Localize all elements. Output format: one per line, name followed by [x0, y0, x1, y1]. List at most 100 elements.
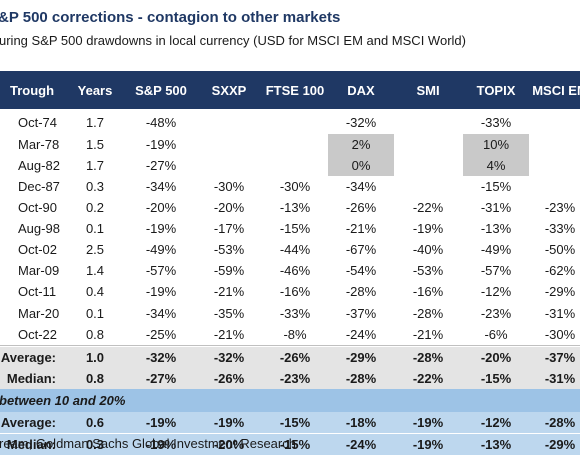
table-cell: -33%: [480, 115, 512, 130]
table-cell: 10%: [463, 134, 529, 155]
table-cell: -26%: [345, 200, 377, 215]
table-cell: -31%: [544, 371, 576, 386]
table-row: Dec-87 0.3 -34% -30% -30% -34% -15%: [0, 176, 580, 197]
table-cell: -13%: [480, 437, 512, 452]
source-note: ream, Goldman Sachs Global Investment Re…: [0, 436, 296, 451]
stat-label: Median:: [6, 371, 56, 386]
trough-date: Dec-87: [18, 179, 60, 194]
table-row: Oct-11 0.4 -19% -21% -16% -28% -16% -12% -29%: [0, 281, 580, 302]
table-header: Trough Years S&P 500 SXXP FTSE 100 DAX SMI TOPI…: [0, 71, 580, 109]
trough-date: Oct-11: [18, 284, 57, 299]
table-cell: -29%: [544, 437, 576, 452]
table-cell: -67%: [345, 242, 377, 257]
table-cell: -21%: [345, 221, 377, 236]
table-cell: [262, 155, 328, 176]
table-cell: -20%: [145, 200, 177, 215]
table-cell: [262, 112, 328, 133]
trough-date: Oct-22: [18, 327, 58, 342]
table-cell: 2.5: [85, 242, 105, 257]
table-cell: -6%: [484, 327, 508, 342]
table-row: Aug-98 0.1 -19% -17% -15% -21% -19% -13% -33%: [0, 218, 580, 239]
section-label: between 10 and 20%: [0, 393, 126, 408]
table-cell: -62%: [544, 263, 576, 278]
section-average-row: Average: 0.6 -19% -19% -15% -18% -19% -12% -28%: [0, 412, 580, 433]
table-cell: -28%: [345, 371, 377, 386]
table-cell: -12%: [480, 415, 512, 430]
column-header-topix: TOPIX: [476, 82, 516, 98]
trough-date: Oct-90: [18, 200, 58, 215]
table-cell: 4%: [463, 155, 529, 176]
table-cell: [527, 134, 580, 155]
table-cell: 0.1: [85, 306, 105, 321]
table-cell: -21%: [412, 327, 444, 342]
table-cell: -19%: [412, 415, 444, 430]
table-cell: -37%: [345, 306, 377, 321]
stat-label: Median:: [6, 437, 56, 452]
table-cell: 1.5: [85, 137, 105, 152]
table-cell: -19%: [145, 437, 177, 452]
table-cell: -49%: [145, 242, 177, 257]
column-header-trough: Trough: [10, 82, 55, 98]
table-cell: -22%: [412, 200, 444, 215]
table-cell: -31%: [480, 200, 512, 215]
table-cell: -17%: [213, 221, 245, 236]
table-cell: -53%: [213, 242, 245, 257]
table-cell: -18%: [345, 415, 377, 430]
table-cell: -15%: [279, 437, 311, 452]
table-cell: -13%: [480, 221, 512, 236]
table-cell: -22%: [412, 371, 444, 386]
trough-date: Aug-82: [18, 158, 60, 173]
table-row: Oct-02 2.5 -49% -53% -44% -67% -40% -49% -50%: [0, 239, 580, 260]
table-cell: -21%: [213, 284, 245, 299]
table-cell: [527, 112, 580, 133]
table-cell: -31%: [544, 306, 576, 321]
table-cell: -15%: [279, 415, 311, 430]
column-header-sxxp: SXXP: [211, 82, 247, 98]
table-cell: -32%: [213, 350, 245, 365]
table-cell: [395, 155, 461, 176]
chart-title: &P 500 corrections - contagion to other …: [0, 9, 341, 26]
trough-date: Oct-74: [18, 115, 58, 130]
column-header-sandp-500: S&P 500: [135, 82, 187, 98]
table-cell: -28%: [544, 415, 576, 430]
table-cell: -19%: [213, 415, 245, 430]
table-cell: -44%: [279, 242, 311, 257]
table-cell: 0.3: [85, 179, 105, 194]
table-cell: -23%: [279, 371, 311, 386]
table-cell: 0.8: [85, 371, 105, 386]
table-cell: -15%: [279, 221, 311, 236]
table-cell: 0.6: [85, 415, 105, 430]
table-cell: [527, 155, 580, 176]
table-cell: -32%: [345, 115, 377, 130]
table-cell: -23%: [480, 306, 512, 321]
table-cell: 1.7: [85, 115, 105, 130]
table-cell: [527, 176, 580, 197]
table-cell: 0.4: [85, 284, 105, 299]
table-cell: -20%: [213, 200, 245, 215]
table-row: Mar-09 1.4 -57% -59% -46% -54% -53% -57% -62%: [0, 260, 580, 281]
trough-date: Oct-02: [18, 242, 58, 257]
table-cell: -46%: [279, 263, 311, 278]
column-header-dax: DAX: [347, 82, 375, 98]
table-cell: -19%: [145, 284, 177, 299]
table-cell: [395, 176, 461, 197]
summary-median-row: Median: 0.8 -27% -26% -23% -28% -22% -15% -31%: [0, 368, 580, 389]
table-cell: -59%: [213, 263, 245, 278]
table-cell: -19%: [412, 221, 444, 236]
table-cell: -15%: [480, 371, 512, 386]
section-median-row: Median: 0.3 -19% -20% -15% -24% -19% -13% -29%: [0, 434, 580, 455]
table-cell: 1.4: [85, 263, 105, 278]
table-cell: -23%: [544, 200, 576, 215]
table-cell: -20%: [480, 350, 512, 365]
table-cell: 0.2: [85, 200, 105, 215]
table-cell: -24%: [345, 437, 377, 452]
column-header-years: Years: [77, 82, 113, 98]
table-row: Mar-20 0.1 -34% -35% -33% -37% -28% -23% -31%: [0, 303, 580, 324]
table-cell: -30%: [279, 179, 311, 194]
table-cell: [262, 134, 328, 155]
table-cell: -19%: [145, 221, 177, 236]
table-cell: [395, 134, 461, 155]
table-cell: -27%: [145, 158, 177, 173]
table-cell: [196, 134, 262, 155]
table-cell: -32%: [145, 350, 177, 365]
